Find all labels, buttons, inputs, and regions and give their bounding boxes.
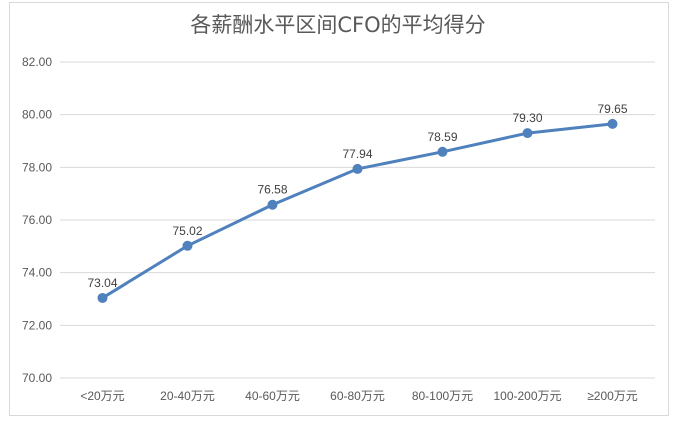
data-point xyxy=(522,128,533,139)
data-point xyxy=(267,199,278,210)
data-label: 79.30 xyxy=(512,111,542,125)
y-axis-ticks: 70.00 72.00 74.00 76.00 78.00 80.00 82.00 xyxy=(22,55,52,385)
y-tick-label: 72.00 xyxy=(22,318,52,332)
x-tick-label: 40-60万元 xyxy=(245,389,300,403)
chart-frame xyxy=(9,2,669,416)
data-point xyxy=(97,292,108,303)
gridlines xyxy=(60,61,655,379)
y-tick-label: 82.00 xyxy=(22,55,52,69)
data-label: 78.59 xyxy=(427,130,457,144)
data-label: 79.65 xyxy=(597,102,627,116)
x-tick-label: 20-40万元 xyxy=(160,389,215,403)
data-point xyxy=(607,118,618,129)
chart-title: 各薪酬水平区间CFO的平均得分 xyxy=(190,13,486,37)
x-tick-label: <20万元 xyxy=(80,389,124,403)
data-label: 75.02 xyxy=(172,224,202,238)
x-axis-ticks: <20万元 20-40万元 40-60万元 60-80万元 80-100万元 100-20… xyxy=(80,389,637,403)
data-label: 73.04 xyxy=(87,276,117,290)
data-labels: 73.04 75.02 76.58 77.94 78.59 79.30 79.65 xyxy=(87,102,627,290)
x-tick-label: ≥200万元 xyxy=(587,389,638,403)
data-label: 77.94 xyxy=(342,147,372,161)
y-tick-label: 80.00 xyxy=(22,108,52,122)
data-point xyxy=(352,163,363,174)
x-tick-label: 100-200万元 xyxy=(493,389,561,403)
data-point xyxy=(182,240,193,251)
y-tick-label: 78.00 xyxy=(22,160,52,174)
data-label: 76.58 xyxy=(257,183,287,197)
series-average-score xyxy=(97,118,618,303)
y-tick-label: 70.00 xyxy=(22,371,52,385)
y-tick-label: 74.00 xyxy=(22,266,52,280)
x-tick-label: 60-80万元 xyxy=(330,389,385,403)
data-point xyxy=(437,146,448,157)
x-tick-label: 80-100万元 xyxy=(412,389,473,403)
y-tick-label: 76.00 xyxy=(22,213,52,227)
